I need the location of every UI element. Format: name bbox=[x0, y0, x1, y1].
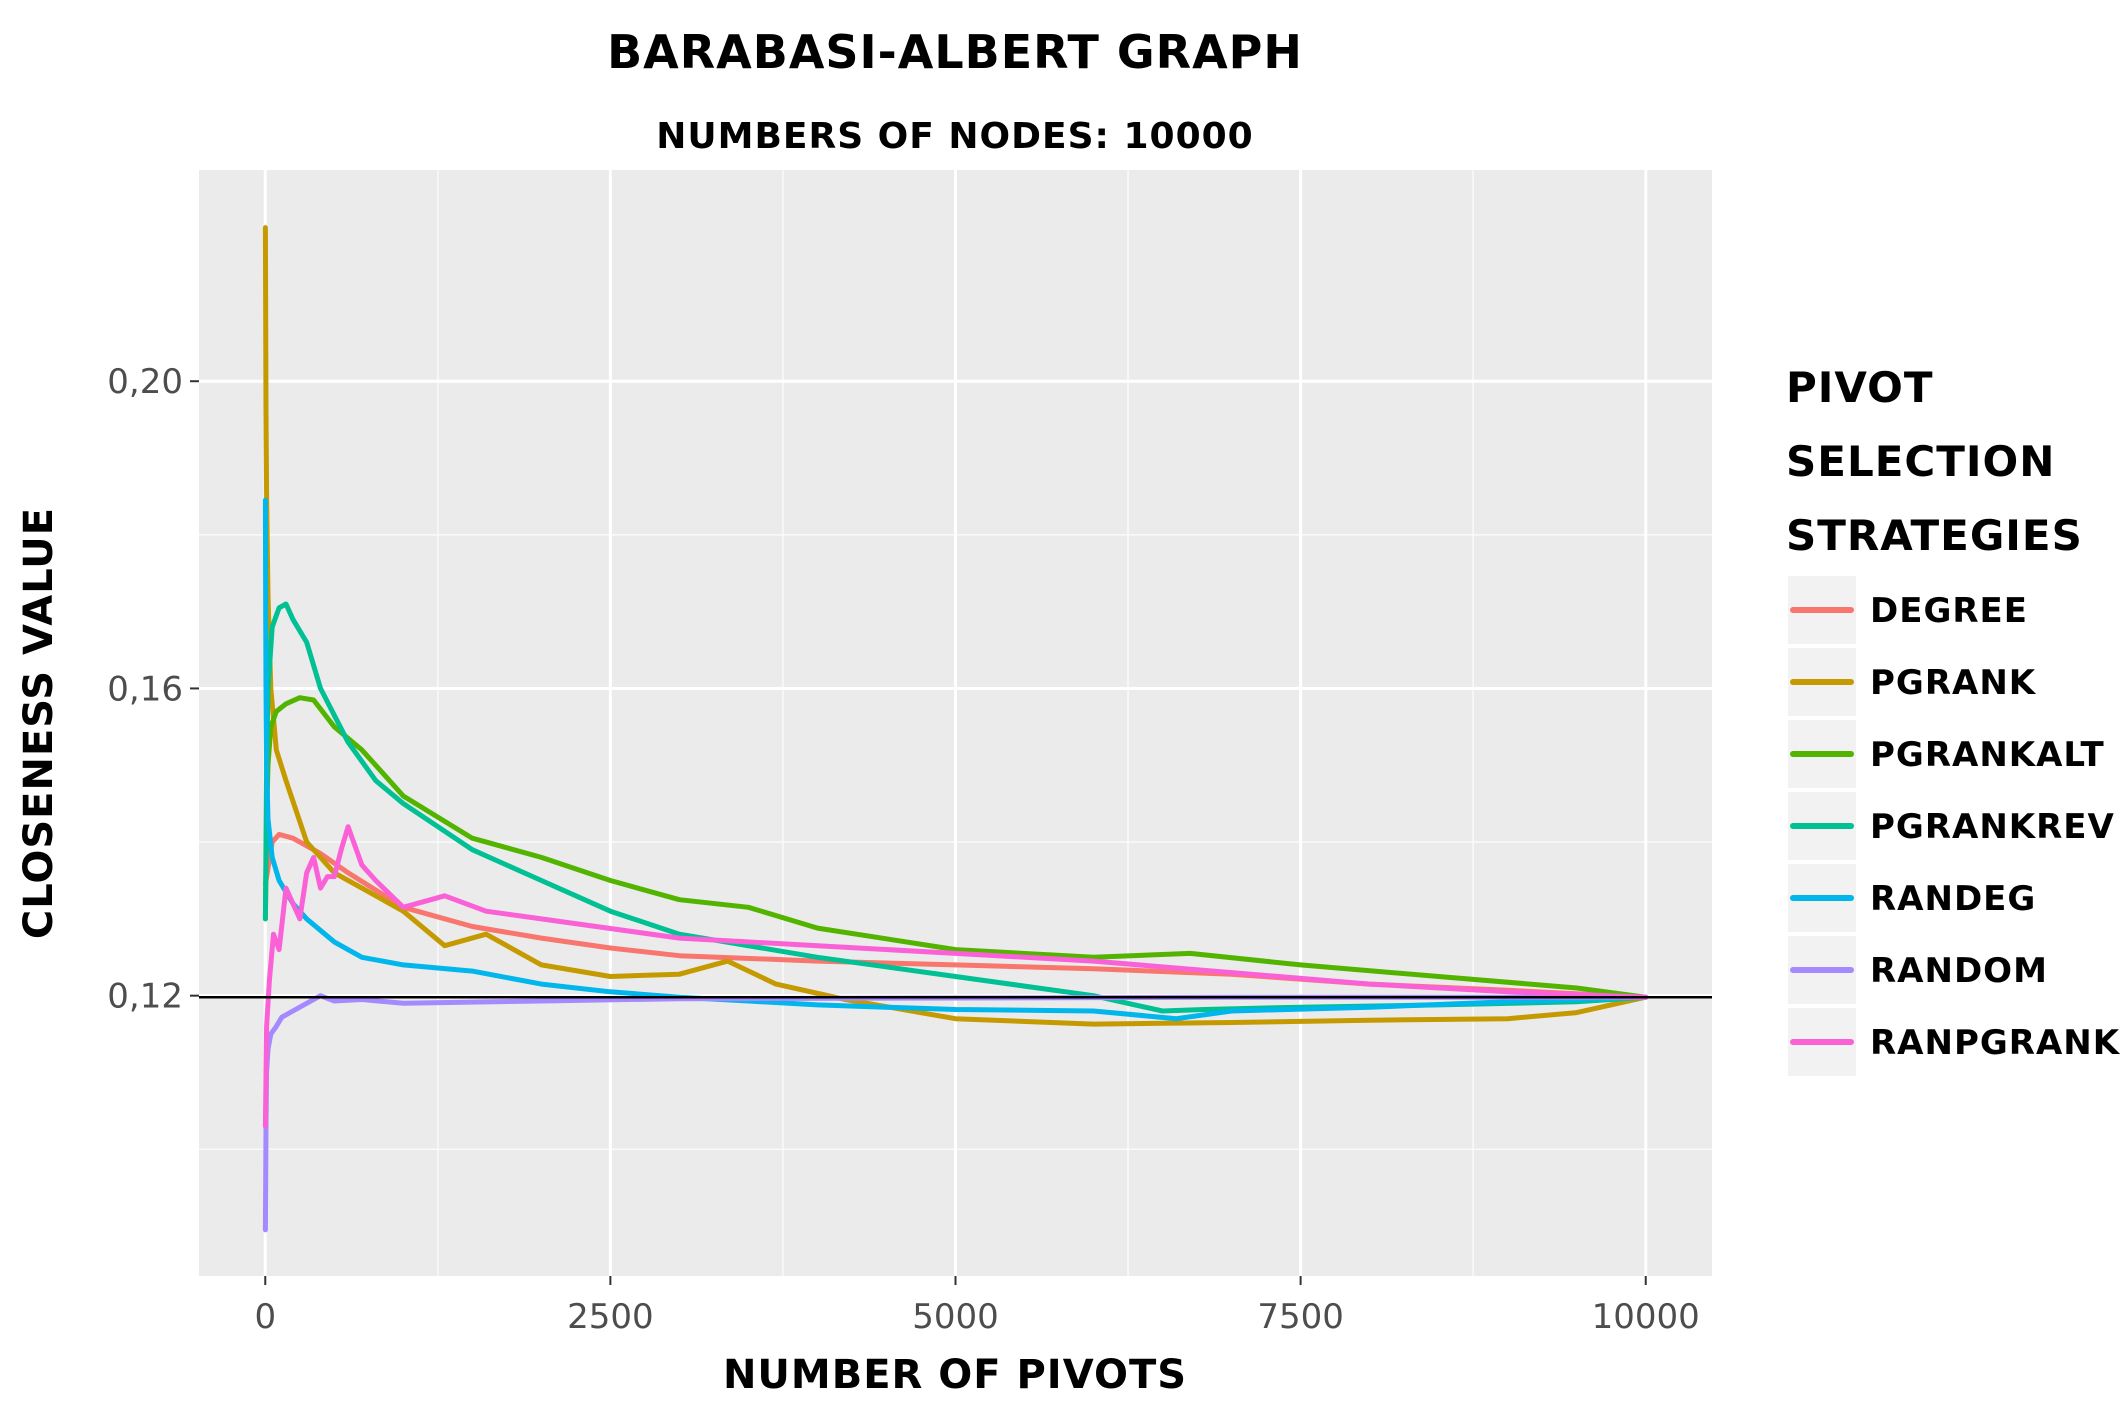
x-tick-label: 2500 bbox=[567, 1297, 654, 1337]
series-line-pgrank bbox=[262, 225, 1649, 1027]
legend-label-degree: DEGREE bbox=[1870, 591, 2028, 631]
x-axis-title: NUMBER OF PIVOTS bbox=[723, 1352, 1187, 1398]
series-line-pgrankalt bbox=[262, 695, 1649, 1000]
series-line-randeg bbox=[262, 497, 1649, 1022]
legend-label-random: RANDOM bbox=[1870, 951, 2048, 991]
chart-subtitle: NUMBERS OF NODES: 10000 bbox=[656, 116, 1253, 157]
y-tick-label: 0,16 bbox=[107, 669, 183, 709]
x-tick-label: 10000 bbox=[1592, 1297, 1700, 1337]
x-tick-label: 0 bbox=[254, 1297, 276, 1337]
legend-title-line-1: PIVOT bbox=[1786, 363, 1934, 412]
legend: PIVOT SELECTION STRATEGIES DEGREE PGRANK P… bbox=[1786, 363, 2121, 1076]
legend-title-line-3: STRATEGIES bbox=[1786, 511, 2083, 560]
axis-layer: 0 2500 5000 7500 10000 0,12 0,16 0,20 bbox=[107, 362, 1700, 1337]
legend-label-randeg: RANDEG bbox=[1870, 879, 2036, 919]
series-line-pgrankrev bbox=[262, 601, 1649, 1014]
y-axis-title: CLOSENESS VALUE bbox=[16, 507, 62, 939]
legend-label-pgrank: PGRANK bbox=[1870, 663, 2037, 703]
chart-title: BARABASI-ALBERT GRAPH bbox=[607, 25, 1303, 79]
legend-label-pgrankalt: PGRANKALT bbox=[1870, 735, 2105, 775]
y-tick-label: 0,12 bbox=[107, 977, 183, 1017]
x-tick-label: 7500 bbox=[1257, 1297, 1344, 1337]
legend-label-pgrankrev: PGRANKREV bbox=[1870, 807, 2115, 847]
series-line-ranpgrank bbox=[262, 824, 1649, 1129]
x-tick-label: 5000 bbox=[912, 1297, 999, 1337]
series-layer bbox=[262, 225, 1649, 1233]
legend-title-line-2: SELECTION bbox=[1786, 437, 2055, 486]
y-tick-label: 0,20 bbox=[107, 362, 183, 402]
legend-label-ranpgrank: RANPGRANK bbox=[1870, 1023, 2121, 1063]
legend-items: DEGREE PGRANK PGRANKALT PGRANKREV RANDEG RAND… bbox=[1788, 576, 2121, 1076]
